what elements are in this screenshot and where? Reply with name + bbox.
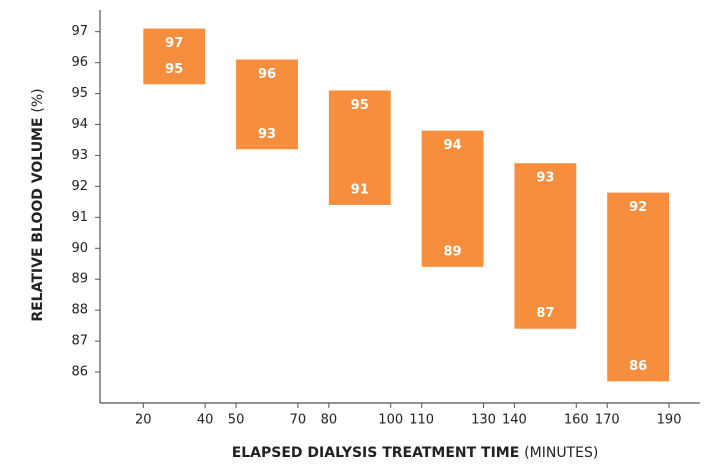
y-tick-label: 97 <box>71 24 88 39</box>
x-tick-label: 70 <box>290 413 307 428</box>
y-tick-label: 95 <box>71 86 88 101</box>
range-bar <box>607 192 670 382</box>
x-tick-label: 110 <box>409 413 434 428</box>
y-tick-label: 87 <box>71 334 88 349</box>
x-tick-label: 40 <box>197 413 214 428</box>
x-tick-label: 130 <box>471 413 496 428</box>
y-tick-label: 91 <box>71 210 88 225</box>
x-tick-label: 50 <box>228 413 245 428</box>
high-label: 92 <box>629 200 647 215</box>
y-tick-label: 96 <box>71 55 88 70</box>
x-tick-label: 170 <box>595 413 620 428</box>
low-label: 95 <box>165 62 183 77</box>
high-label: 95 <box>351 98 369 113</box>
x-tick-label: 20 <box>135 413 152 428</box>
high-label: 93 <box>536 171 554 186</box>
range-bar <box>514 163 577 329</box>
y-tick-label: 92 <box>71 179 88 194</box>
x-label: ELAPSED DIALYSIS TREATMENT TIME <box>232 445 520 461</box>
low-label: 86 <box>629 359 647 374</box>
x-tick-label: 140 <box>502 413 527 428</box>
x-axis-title: ELAPSED DIALYSIS TREATMENT TIME (MINUTES… <box>232 445 599 461</box>
high-label: 96 <box>258 67 276 82</box>
y-unit: (%) <box>30 88 46 112</box>
y-axis-title: RELATIVE BLOOD VOLUME (%) <box>30 88 46 321</box>
low-label: 87 <box>536 306 554 321</box>
y-tick-label: 93 <box>71 148 88 163</box>
low-label: 93 <box>258 127 276 142</box>
x-tick-label: 80 <box>321 413 338 428</box>
range-bar <box>143 28 206 85</box>
range-bar <box>421 130 484 267</box>
x-tick-label: 160 <box>564 413 589 428</box>
y-tick-label: 90 <box>71 241 88 256</box>
low-label: 91 <box>351 182 369 197</box>
x-tick-label: 190 <box>657 413 682 428</box>
y-tick-label: 94 <box>71 117 88 132</box>
x-tick-label: 100 <box>378 413 403 428</box>
x-unit: (MINUTES) <box>524 445 598 461</box>
range-bar <box>328 90 391 205</box>
low-label: 89 <box>444 244 462 259</box>
range-bar <box>236 59 298 150</box>
y-tick-label: 89 <box>71 272 88 287</box>
high-label: 97 <box>165 36 183 51</box>
y-tick-label: 86 <box>71 365 88 380</box>
y-tick-label: 88 <box>71 303 88 318</box>
high-label: 94 <box>444 138 462 153</box>
y-label: RELATIVE BLOOD VOLUME <box>30 117 46 321</box>
